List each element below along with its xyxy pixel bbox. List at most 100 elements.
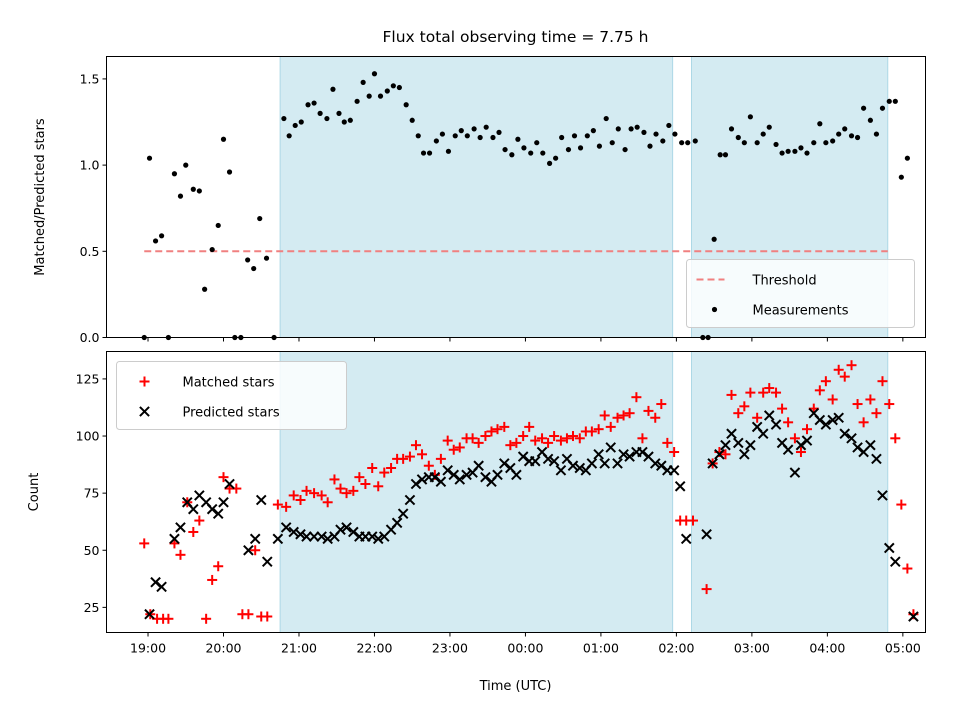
predicted-stars-point-20 [295,528,306,540]
matched-stars-point-9 [194,515,205,526]
measurements-point-84 [666,122,672,129]
measurements-point-93 [722,152,729,158]
matched-stars-point-59 [518,431,529,442]
xtick-label-1: 20:00 [205,641,241,656]
predicted-stars-point-82 [701,528,712,540]
predicted-stars-point-32 [372,533,384,545]
ratio-y-axis-label: Matched/Predicted stars [33,118,48,276]
predicted-stars-point-6 [187,503,199,515]
matched-stars-point-28 [322,497,333,508]
predicted-stars-point-103 [833,412,845,424]
ratio-ytick-label-1: 0.5 [80,244,100,259]
count-legend-swatch-1 [139,406,150,417]
predicted-stars-point-96 [789,467,801,478]
predicted-stars-point-36 [397,508,409,520]
matched-stars-point-43 [417,449,428,460]
measurements-point-41 [396,84,402,91]
predicted-stars-point-112 [889,556,901,567]
predicted-stars-point-74 [637,446,648,458]
matched-stars-point-74 [612,412,623,423]
predicted-stars-point-108 [865,439,876,451]
matched-stars-point-31 [341,488,352,499]
predicted-stars-point-39 [416,474,428,485]
measurements-point-103 [785,148,791,154]
measurements-point-87 [685,140,691,146]
ratio-ytick-label-0: 0.0 [80,330,100,345]
predicted-stars-point-110 [877,490,888,501]
measurements-point-64 [540,150,546,156]
measurements-point-36 [366,93,372,99]
predicted-stars-point-22 [308,531,320,542]
predicted-stars-point-113 [908,611,919,622]
matched-stars-point-6 [175,549,186,560]
measurements-point-47 [433,138,439,144]
matched-stars-point-35 [367,463,378,474]
matched-stars-point-95 [752,412,763,423]
matched-stars-point-49 [454,442,465,453]
matched-stars-point-118 [896,499,907,510]
measurements-point-55 [483,124,489,130]
predicted-stars-point-3 [169,533,180,545]
matched-stars-point-64 [549,431,560,442]
count-panel: 25 50 75 100 125 19:00 20:00 21:00 22:00 23:00 00:… [27,351,926,656]
matched-stars-point-10 [201,613,212,624]
matched-stars-point-40 [398,453,409,464]
predicted-stars-point-26 [335,524,346,536]
count-plot-frame [106,351,926,633]
matched-stars-point-72 [599,410,610,421]
measurements-point-70 [577,145,584,151]
ratio-legend-label-1: Measurements [753,304,849,319]
matched-stars-point-70 [586,426,597,437]
measurements-point-116 [867,117,873,123]
measurements-point-7 [183,162,189,168]
measurements-point-75 [609,140,615,146]
measurements-point-23 [286,133,292,139]
predicted-stars-point-60 [548,455,560,467]
predicted-stars-point-68 [599,458,611,469]
matched-stars-point-114 [871,408,882,419]
measurements-point-72 [590,128,596,134]
predicted-stars-point-61 [555,464,567,476]
matched-stars-point-113 [865,394,876,405]
predicted-stars-point-28 [348,526,359,538]
matched-stars-point-57 [505,440,516,451]
predicted-stars-point-13 [243,544,254,556]
predicted-stars-point-18 [280,522,292,533]
measurements-point-18 [251,265,257,272]
predicted-stars-point-105 [846,433,857,444]
predicted-stars-point-14 [249,533,261,545]
measurements-point-43 [409,117,415,123]
matched-stars-point-109 [839,371,850,382]
ratio-ytick-label-3: 1.5 [80,71,100,86]
measurements-point-79 [634,124,640,130]
matched-stars-point-115 [877,376,888,387]
xtick-label-10: 05:00 [885,641,921,656]
predicted-stars-point-54 [511,469,522,481]
matched-stars-point-82 [662,437,673,448]
measurements-point-91 [711,236,717,242]
matched-stars-point-100 [783,417,794,428]
matched-stars-point-92 [733,408,744,419]
ratio-axes: 0.0 0.5 1.0 1.5 [80,71,904,345]
predicted-stars-point-81 [680,533,692,545]
matched-stars-point-65 [555,435,566,446]
matched-stars-point-78 [637,433,648,444]
matched-stars-point-98 [771,387,782,398]
ratio-legend-box [686,259,915,328]
matched-stars-point-67 [567,431,578,442]
matched-stars-point-38 [386,463,397,474]
ratio-legend-label-0: Threshold [752,274,817,289]
predicted-stars-point-72 [624,451,635,462]
measurements-point-107 [811,140,817,146]
measurements-point-49 [445,148,452,154]
measurements-point-108 [817,121,823,127]
ratio-measurement-points [141,71,910,341]
xtick-label-2: 21:00 [281,641,317,656]
matched-stars-point-108 [833,364,844,375]
measurements-point-11 [209,246,215,253]
measurements-point-24 [292,122,298,129]
measurements-point-73 [596,143,603,149]
predicted-stars-point-88 [739,448,750,460]
predicted-stars-point-80 [674,480,686,492]
